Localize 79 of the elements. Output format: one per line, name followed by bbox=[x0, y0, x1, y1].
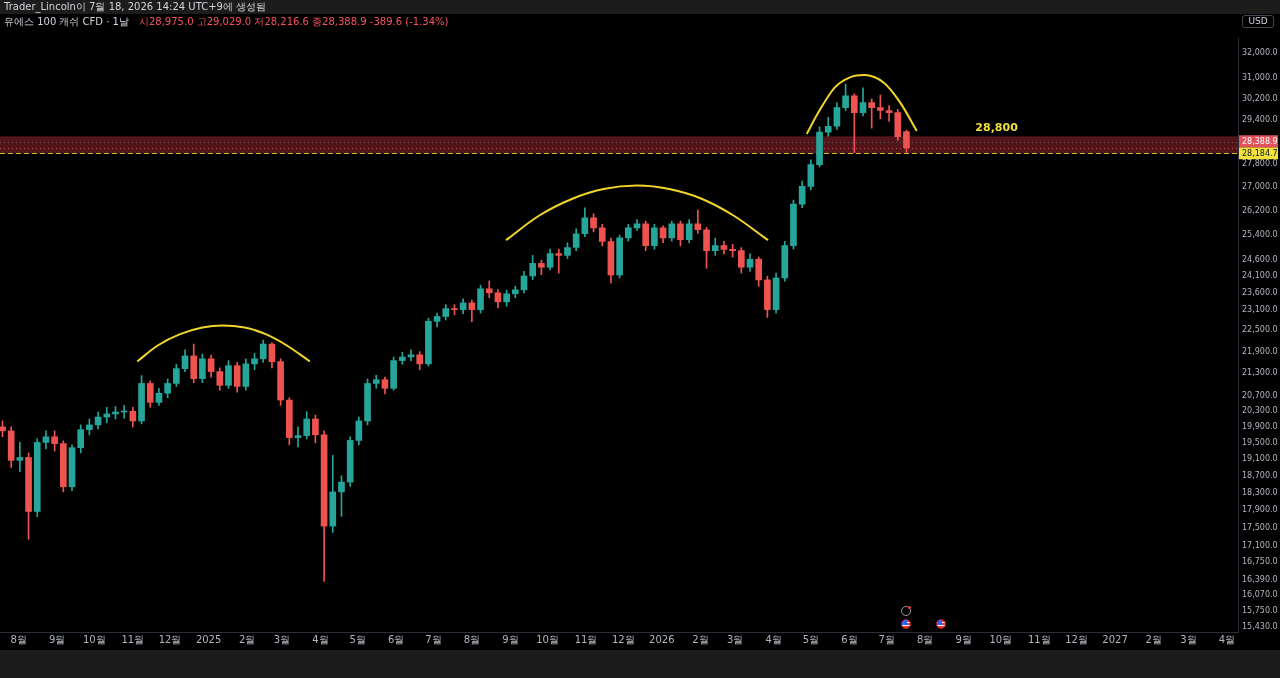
y-tick-label: 27,000.0 bbox=[1242, 182, 1278, 192]
x-tick-label: 2027 bbox=[1102, 633, 1128, 645]
x-tick-label: 8월 bbox=[10, 633, 27, 645]
x-tick-label: 6월 bbox=[841, 633, 858, 645]
y-tick-label: 16,070.0 bbox=[1242, 590, 1278, 600]
x-tick-label: 10월 bbox=[989, 633, 1013, 645]
x-tick-label: 2026 bbox=[649, 633, 675, 645]
x-tick-label: 12월 bbox=[611, 633, 635, 645]
x-tick-label: 8월 bbox=[463, 633, 481, 645]
x-tick-label: 7월 bbox=[878, 633, 895, 645]
chart-title: 유에스 100 캐쉬 CFD · 1날 bbox=[4, 16, 129, 27]
y-tick-label: 16,390.0 bbox=[1242, 574, 1278, 584]
y-tick-label: 30,200.0 bbox=[1242, 94, 1278, 103]
y-tick-label: 19,100.0 bbox=[1242, 454, 1278, 464]
x-tick-label: 9월 bbox=[955, 633, 972, 645]
y-tick-label: 31,000.0 bbox=[1242, 73, 1278, 83]
candlestick bbox=[16, 442, 24, 472]
x-tick-label: 12월 bbox=[158, 633, 182, 645]
y-tick-label: 15,750.0 bbox=[1242, 605, 1278, 615]
y-tick-label: 26,200.0 bbox=[1242, 205, 1278, 215]
x-tick-label: 4월 bbox=[765, 633, 782, 645]
x-tick-label: 11월 bbox=[1027, 633, 1051, 645]
text: Trader_Lincoln이 7월 18, 2026 14:24 UTC+9에 생성됨 bbox=[4, 1, 267, 12]
x-tick-label: 9월 bbox=[48, 633, 66, 645]
x-tick-label: 4월 bbox=[312, 633, 329, 645]
x-tick-label: 11월 bbox=[121, 633, 145, 645]
y-tick-label: 17,100.0 bbox=[1242, 541, 1278, 551]
candlestick bbox=[407, 349, 415, 361]
x-tick-label: 11월 bbox=[574, 633, 598, 645]
y-tick-label: 18,700.0 bbox=[1242, 470, 1278, 480]
x-tick-label: 3월 bbox=[726, 633, 744, 645]
x-tick-label: 12월 bbox=[1065, 633, 1088, 645]
x-tick-label: 2월 bbox=[238, 633, 256, 645]
band-label: 28,800 bbox=[975, 120, 1019, 134]
candlestick bbox=[555, 248, 563, 274]
y-tick-label: 21,300.0 bbox=[1242, 368, 1278, 378]
y-tick-label: 19,900.0 bbox=[1242, 421, 1278, 431]
y-tick-label: 22,500.0 bbox=[1242, 325, 1278, 335]
y-tick-label: 24,600.0 bbox=[1242, 255, 1278, 265]
x-tick-label: 3월 bbox=[273, 633, 291, 645]
y-tick-label: 23,100.0 bbox=[1242, 304, 1278, 314]
ref-line-label: 28,184.7 bbox=[1242, 148, 1278, 158]
x-tick-label: 5월 bbox=[802, 633, 820, 645]
y-tick-label: 21,900.0 bbox=[1242, 346, 1278, 356]
y-tick-label: 23,600.0 bbox=[1242, 287, 1278, 297]
y-tick-label: 24,100.0 bbox=[1242, 271, 1278, 281]
y-tick-label: 15,430.0 bbox=[1242, 621, 1278, 631]
y-tick-label: 25,400.0 bbox=[1242, 230, 1278, 240]
candlestick bbox=[868, 98, 876, 129]
line-series bbox=[806, 74, 918, 135]
y-axis-title: USD bbox=[1242, 15, 1274, 28]
x-tick-label: 5월 bbox=[349, 633, 366, 645]
x-tick-label: 9월 bbox=[502, 633, 519, 645]
candlestick bbox=[885, 105, 893, 122]
x-tick-label: 2월 bbox=[692, 633, 709, 645]
x-tick-label: 7월 bbox=[425, 633, 442, 645]
y-tick-label: 32,000.0 bbox=[1242, 48, 1278, 58]
x-tick-label: 3월 bbox=[1180, 633, 1197, 645]
x-tick-label: 10월 bbox=[83, 633, 106, 645]
candlestick bbox=[294, 426, 302, 448]
x-tick-label: 2월 bbox=[1145, 633, 1162, 645]
y-tick-label: 19,500.0 bbox=[1242, 437, 1278, 447]
y-tick-label: 17,500.0 bbox=[1242, 522, 1278, 532]
x-tick-label: 8월 bbox=[916, 633, 934, 645]
x-tick-label: 2025 bbox=[195, 633, 222, 645]
y-tick-label: 29,400.0 bbox=[1242, 115, 1278, 125]
chart-subtitle: 시28,975.0 고29,029.0 저28,216.6 종28,388.9 -389.6 (-1.34%) bbox=[138, 16, 449, 27]
y-tick-label: 18,300.0 bbox=[1242, 487, 1278, 497]
y-tick-label: 20,300.0 bbox=[1242, 406, 1278, 416]
line-series bbox=[505, 184, 769, 241]
y-tick-label: 20,700.0 bbox=[1242, 390, 1278, 400]
y-tick-label: 17,900.0 bbox=[1242, 505, 1278, 515]
x-tick-label: 6월 bbox=[387, 633, 405, 645]
y-tick-label: 27,800.0 bbox=[1242, 159, 1278, 169]
line-series bbox=[136, 324, 311, 362]
x-tick-label: 4월 bbox=[1218, 633, 1236, 645]
x-tick-label: 10월 bbox=[536, 633, 559, 645]
ref-line-label: 28,388.9 bbox=[1242, 136, 1278, 146]
y-tick-label: 16,750.0 bbox=[1242, 557, 1278, 567]
